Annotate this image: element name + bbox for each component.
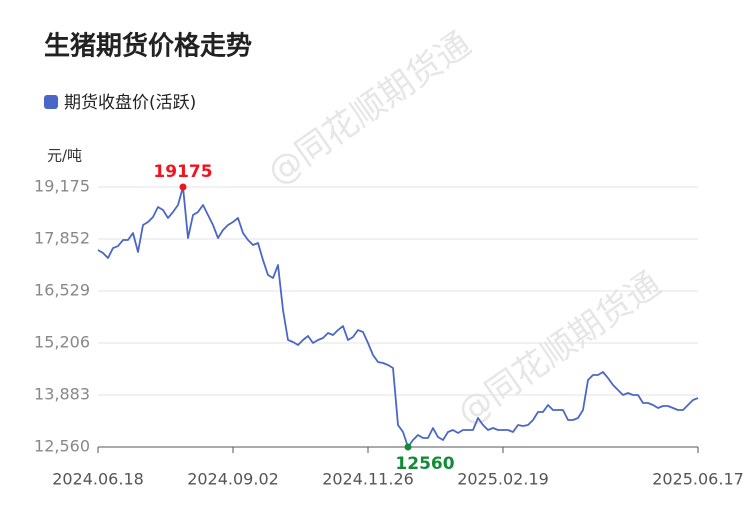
min-point bbox=[404, 443, 412, 451]
y-tick-label: 16,529 bbox=[34, 281, 90, 300]
y-tick-label: 19,175 bbox=[34, 177, 90, 196]
y-tick-label: 15,206 bbox=[34, 333, 90, 352]
legend-label: 期货收盘价(活跃) bbox=[64, 93, 196, 113]
x-tick-label: 2024.09.02 bbox=[187, 470, 279, 489]
max-point bbox=[179, 183, 187, 191]
watermark: @同花顺期货通 bbox=[450, 264, 668, 433]
chart-title: 生猪期货价格走势 bbox=[44, 31, 252, 62]
x-tick-label: 2024.06.18 bbox=[52, 470, 144, 489]
y-axis-unit: 元/吨 bbox=[47, 147, 82, 165]
legend-swatch bbox=[44, 95, 58, 109]
x-tick-label: 2025.02.19 bbox=[457, 470, 549, 489]
min-label: 12560 bbox=[395, 454, 454, 474]
x-tick-label: 2024.11.26 bbox=[322, 470, 414, 489]
watermark: @同花顺期货通 bbox=[260, 24, 478, 193]
y-tick-label: 12,560 bbox=[34, 437, 90, 456]
max-label: 19175 bbox=[153, 162, 212, 182]
y-tick-label: 17,852 bbox=[34, 229, 90, 248]
y-tick-label: 13,883 bbox=[34, 385, 90, 404]
x-tick-label: 2025.06.17 bbox=[652, 470, 744, 489]
price-line bbox=[97, 186, 699, 448]
